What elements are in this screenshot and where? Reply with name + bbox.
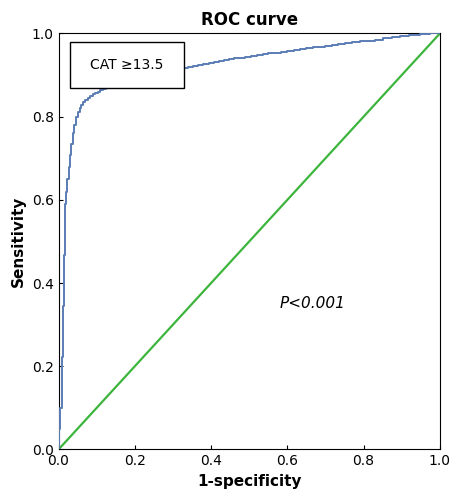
Text: CAT ≥13.5: CAT ≥13.5 — [91, 58, 164, 71]
Title: ROC curve: ROC curve — [201, 11, 298, 29]
FancyBboxPatch shape — [70, 42, 184, 88]
Y-axis label: Sensitivity: Sensitivity — [11, 196, 26, 287]
X-axis label: 1-specificity: 1-specificity — [197, 474, 302, 489]
Text: P<0.001: P<0.001 — [280, 296, 346, 312]
